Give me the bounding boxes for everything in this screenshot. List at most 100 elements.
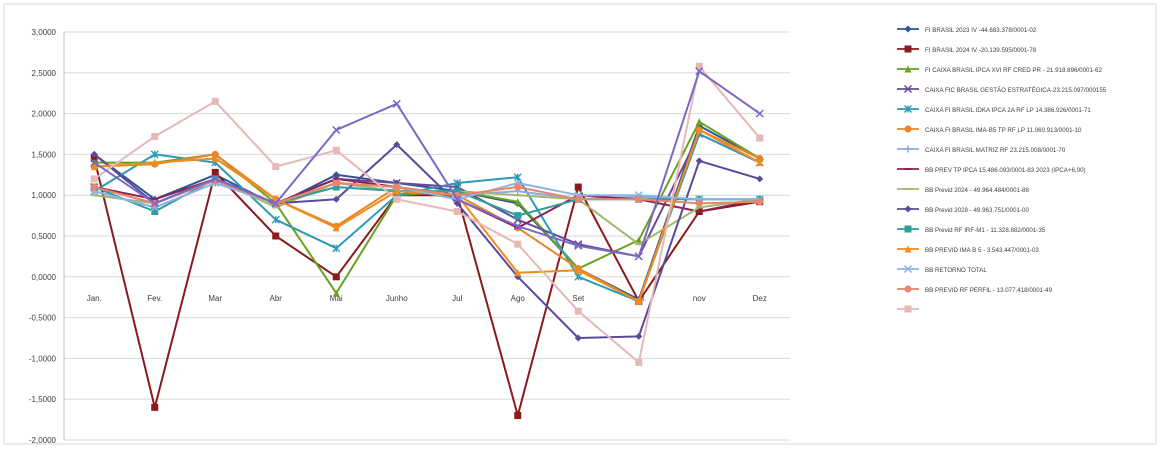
data-point xyxy=(904,285,912,293)
data-point xyxy=(90,154,98,162)
legend-item xyxy=(897,305,919,313)
y-tick-label: -1,0000 xyxy=(29,354,57,363)
data-point xyxy=(635,195,643,203)
legend-item: BB PREVID RF PERFIL - 13.077.418/0001-49 xyxy=(897,285,1053,294)
grid xyxy=(63,31,790,441)
data-point xyxy=(151,208,159,216)
data-point xyxy=(695,199,703,207)
data-point xyxy=(514,212,522,220)
y-tick-label: -1,5000 xyxy=(29,395,57,404)
legend-label: CAIXA FIC BRASIL GESTÃO ESTRATÉGICA-23.2… xyxy=(925,87,1107,94)
data-point xyxy=(151,159,159,167)
data-point xyxy=(904,125,912,133)
data-point xyxy=(150,199,159,208)
data-point xyxy=(514,198,522,206)
data-point xyxy=(453,195,462,204)
data-point xyxy=(211,150,219,158)
data-point xyxy=(695,67,704,76)
data-point xyxy=(695,118,703,126)
legend-item: BB RETORNO TOTAL xyxy=(897,264,987,274)
data-point xyxy=(393,141,401,149)
data-point xyxy=(453,187,461,195)
data-point xyxy=(756,159,764,167)
series-line xyxy=(93,65,761,364)
data-point xyxy=(634,252,643,261)
legend-item: FI BRASIL 2024 IV -20.139.595/0001-78 xyxy=(897,45,1037,54)
legend-label: BB Previd 2028 - 49.963.751/0001-00 xyxy=(925,207,1029,214)
data-point xyxy=(903,84,913,94)
data-point xyxy=(272,232,280,240)
x-tick-label: nov xyxy=(693,294,706,303)
data-point xyxy=(332,224,340,232)
y-tick-label: -0,5000 xyxy=(29,314,57,323)
legend-label: FI BRASIL 2023 IV -44.683.378/0001-02 xyxy=(925,27,1037,34)
data-point xyxy=(574,266,582,274)
legend-item: CAIXA FI BRASIL MATRIZ RF 23.215.008/000… xyxy=(897,145,1066,154)
data-point xyxy=(904,25,912,33)
data-point xyxy=(332,146,340,154)
legend-label: BB RETORNO TOTAL xyxy=(925,267,987,274)
data-point xyxy=(756,198,764,206)
data-point xyxy=(151,132,159,140)
data-point xyxy=(756,175,764,183)
data-point xyxy=(635,297,643,305)
series-15 xyxy=(90,67,764,261)
data-point xyxy=(393,187,401,195)
data-point xyxy=(904,105,912,113)
data-point xyxy=(150,150,159,159)
series-lines xyxy=(90,62,764,420)
x-tick-label: Mar xyxy=(208,294,222,303)
data-point xyxy=(904,205,912,213)
series-line xyxy=(94,179,760,205)
data-point xyxy=(211,97,219,105)
data-point xyxy=(574,334,582,342)
legend-item: CAIXA FI BRASIL IMA-B5 TP RF LP 11.060.9… xyxy=(897,125,1082,134)
legend-label: BB Previd 2024 - 49.964.484/0001-88 xyxy=(925,187,1029,194)
data-point xyxy=(574,241,583,250)
x-tick-label: Mai xyxy=(330,294,343,303)
series-line xyxy=(93,158,760,417)
series-14 xyxy=(90,62,764,366)
legend-item: BB Previd 2028 - 49.963.751/0001-00 xyxy=(897,205,1029,214)
data-point xyxy=(514,240,522,248)
data-point xyxy=(332,289,340,297)
data-point xyxy=(695,126,703,134)
data-point xyxy=(271,199,280,208)
legend-item: BB PREVID IMA B 5 - 3.543.447/0001-03 xyxy=(897,245,1039,254)
x-tick-label: Fev. xyxy=(147,294,162,303)
data-point xyxy=(393,195,401,203)
y-tick-label: 1,0000 xyxy=(32,191,57,200)
series-line xyxy=(93,70,761,258)
y-tick-label: -2,0000 xyxy=(29,436,57,445)
data-point xyxy=(392,99,401,108)
legend-item: BB Previd RF IRF-M1 - 11.328.882/0001-35 xyxy=(897,225,1046,234)
legend-label: CAIXA FI BRASIL IMA-B5 TP RF LP 11.060.9… xyxy=(925,127,1082,134)
data-point xyxy=(756,154,764,162)
data-point xyxy=(332,179,340,187)
legend-item: BB PREV TP IPCA 15.486.093/0001-83 2023 … xyxy=(897,167,1086,174)
data-point xyxy=(211,174,220,183)
data-point xyxy=(904,65,912,73)
data-point xyxy=(695,157,703,165)
x-tick-label: Abr xyxy=(270,294,283,303)
data-point xyxy=(904,45,912,53)
data-point xyxy=(90,183,98,191)
legend-label: BB Previd RF IRF-M1 - 11.328.882/0001-35 xyxy=(925,227,1046,234)
legend-label: BB PREVID IMA B 5 - 3.543.447/0001-03 xyxy=(925,247,1039,254)
data-point xyxy=(393,183,401,191)
data-point xyxy=(904,305,912,313)
legend-item: FI CAIXA BRASIL IPCA XVI RF CRED PR - 21… xyxy=(897,65,1102,74)
y-tick-label: 2,0000 xyxy=(32,110,57,119)
data-point xyxy=(453,178,462,187)
data-point xyxy=(513,222,522,231)
data-point xyxy=(332,244,341,253)
x-tick-label: Set xyxy=(572,294,585,303)
x-tick-label: Junho xyxy=(386,294,408,303)
legend-item: CAIXA FIC BRASIL GESTÃO ESTRATÉGICA-23.2… xyxy=(897,84,1107,94)
data-point xyxy=(332,195,340,203)
data-point xyxy=(90,158,99,167)
y-tick-label: 0,0000 xyxy=(32,273,57,282)
data-point xyxy=(635,332,643,340)
legend-item: BB Previd 2024 - 49.964.484/0001-88 xyxy=(897,187,1029,194)
x-tick-label: Jul xyxy=(452,294,462,303)
